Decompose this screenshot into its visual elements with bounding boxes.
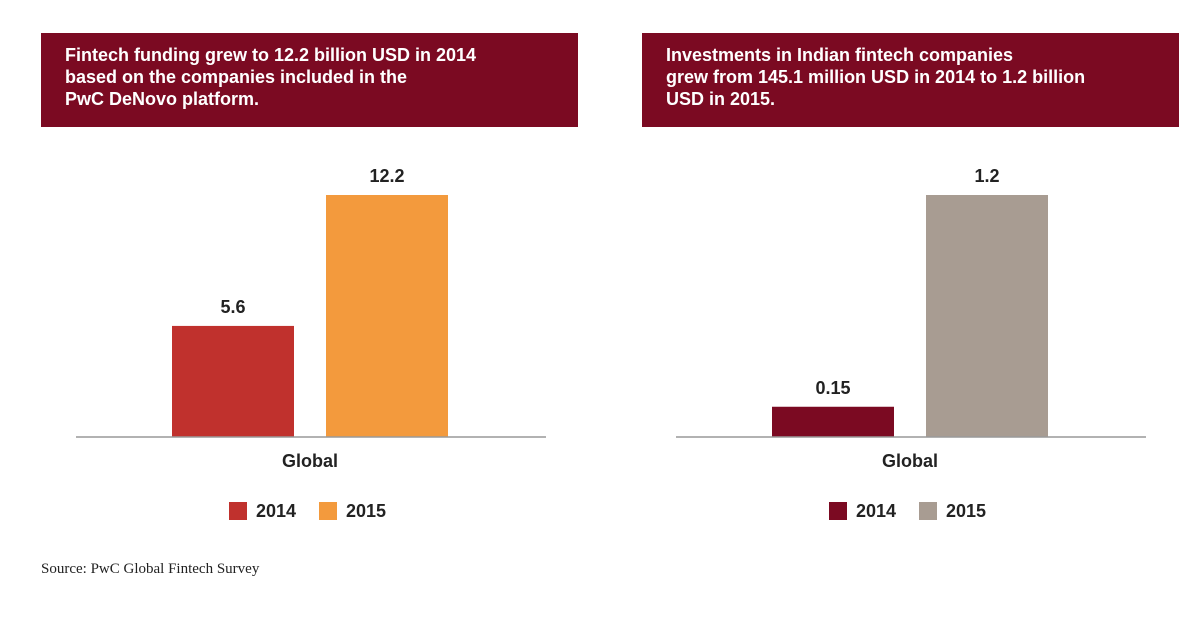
legend-swatch-2015 [319,502,337,520]
bar-2015 [926,195,1048,437]
legend-swatch-2015 [919,502,937,520]
header-line: PwC DeNovo platform. [65,89,260,109]
legend-label: 2014 [856,501,896,521]
bar-2014 [172,325,294,437]
legend-swatch-2014 [229,502,247,520]
legend-label: 2014 [256,501,296,521]
category-label: Global [282,451,338,471]
data-label: 1.2 [974,166,999,186]
header-line: based on the companies included in the [65,67,408,87]
bar-2015 [326,195,448,437]
category-label: Global [882,451,938,471]
bar-chart-global: 5.6 12.2 Global 2014 2015 [76,166,546,521]
legend-label: 2015 [346,501,386,521]
chart-header-india: Investments in Indian fintech companies … [642,33,1179,127]
chart-panel-global: Fintech funding grew to 12.2 billion USD… [0,0,600,540]
bar-2014 [772,406,894,437]
legend-label: 2015 [946,501,986,521]
data-label: 0.15 [815,378,850,398]
chart-header-global: Fintech funding grew to 12.2 billion USD… [41,33,578,127]
header-line: grew from 145.1 million USD in 2014 to 1… [666,67,1086,87]
header-line: Investments in Indian fintech companies [666,45,1014,65]
bar-chart-india: 0.15 1.2 Global 2014 2015 [676,166,1146,521]
data-label: 12.2 [369,166,404,186]
source-note: Source: PwC Global Fintech Survey [41,561,260,577]
header-line: Fintech funding grew to 12.2 billion USD… [65,45,477,65]
header-line: USD in 2015. [666,89,776,109]
legend-swatch-2014 [829,502,847,520]
chart-panel-india: Investments in Indian fintech companies … [600,0,1200,540]
data-label: 5.6 [220,297,245,317]
